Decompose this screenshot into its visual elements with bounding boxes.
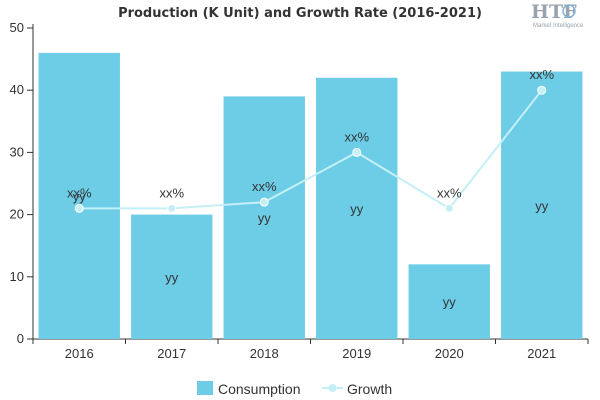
bar-data-label: yy xyxy=(73,189,87,204)
growth-point xyxy=(259,197,269,207)
legend-label-growth: Growth xyxy=(347,381,392,397)
bar xyxy=(316,77,398,339)
bar-data-label: yy xyxy=(443,295,457,310)
chart-title: Production (K Unit) and Growth Rate (201… xyxy=(118,6,482,21)
y-axis: 0 10 20 30 40 50 xyxy=(10,20,34,346)
growth-data-label: xx% xyxy=(437,185,462,200)
y-tick-label: 30 xyxy=(10,144,24,159)
legend-label-consumption: Consumption xyxy=(218,381,301,397)
growth-data-label: xx% xyxy=(159,185,184,200)
legend-swatch-growth-marker xyxy=(328,384,337,392)
growth-line-path xyxy=(79,89,543,210)
bar-series xyxy=(38,52,583,339)
htf-logo: HTF Market Intelligence xyxy=(531,1,584,29)
x-axis: 2016 2017 2018 2019 2020 2021 xyxy=(32,338,589,361)
y-tick-label: 20 xyxy=(10,207,24,222)
growth-data-label: xx% xyxy=(67,185,92,200)
bar xyxy=(131,214,213,339)
y-tick-label: 50 xyxy=(10,20,24,35)
x-tick-label: 2017 xyxy=(157,346,186,361)
x-tick-label: 2019 xyxy=(342,346,371,361)
y-tick-label: 10 xyxy=(10,269,24,284)
growth-point xyxy=(74,203,84,213)
legend: Consumption Growth xyxy=(197,381,392,397)
x-tick-label: 2016 xyxy=(65,346,94,361)
x-tick-label: 2018 xyxy=(250,346,279,361)
x-tick-label: 2020 xyxy=(435,346,464,361)
bar xyxy=(38,52,120,339)
legend-swatch-consumption xyxy=(197,381,213,395)
bar xyxy=(223,96,305,339)
growth-data-label: xx% xyxy=(344,129,369,144)
line-series xyxy=(74,85,547,213)
growth-data-label: xx% xyxy=(252,179,277,194)
logo-text: HTF xyxy=(531,1,577,23)
logo-globe-icon xyxy=(562,4,576,18)
bar-data-labels: yy yy yy yy yy yy xyxy=(73,189,549,310)
y-tick-label: 40 xyxy=(10,82,24,97)
growth-point xyxy=(537,85,547,95)
growth-point xyxy=(352,147,362,157)
bar-data-label: yy xyxy=(535,198,549,213)
bar xyxy=(408,264,490,339)
bar xyxy=(501,71,583,339)
line-data-labels: xx% xx% xx% xx% xx% xx% xyxy=(67,67,555,200)
growth-point xyxy=(167,203,177,213)
bar-data-label: yy xyxy=(350,201,364,216)
growth-data-label: xx% xyxy=(529,67,554,82)
x-tick-label: 2021 xyxy=(527,346,556,361)
bar-data-label: yy xyxy=(258,211,272,226)
growth-point xyxy=(444,203,454,213)
y-tick-label: 0 xyxy=(17,331,24,346)
bar-data-label: yy xyxy=(165,270,179,285)
logo-subtext: Market Intelligence xyxy=(533,23,584,29)
